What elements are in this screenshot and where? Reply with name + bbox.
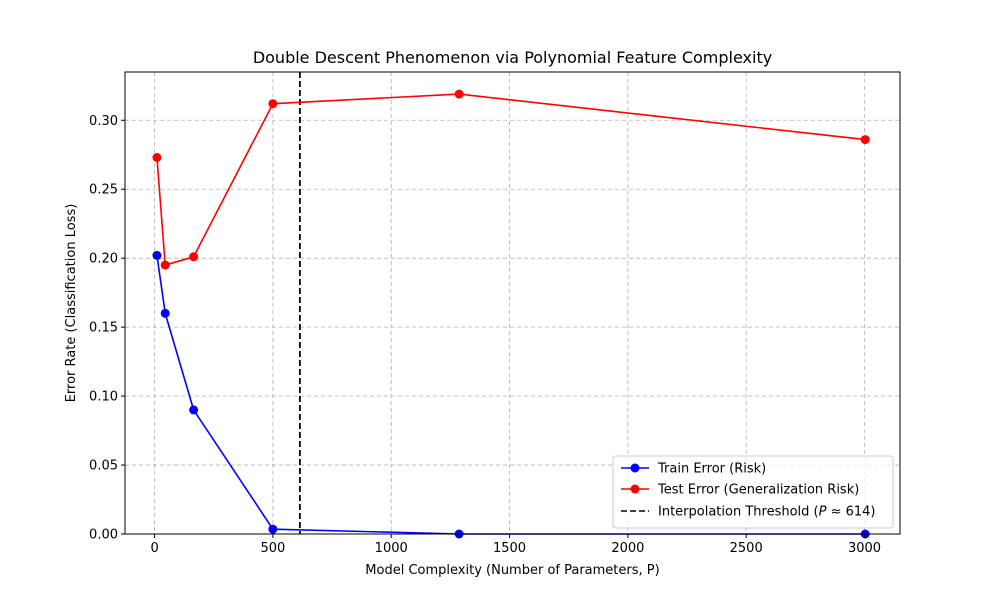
data-point-test — [189, 252, 199, 262]
x-tick-label: 3000 — [848, 541, 881, 556]
x-tick-label: 500 — [260, 541, 285, 556]
legend-marker-test — [630, 484, 640, 494]
series-layer — [152, 89, 870, 539]
data-point-train — [268, 524, 278, 534]
data-point-test — [860, 135, 870, 145]
y-axis-ticks: 0.00 0.05 0.10 0.15 0.20 0.25 0.30 — [89, 114, 125, 543]
legend-label-test: Test Error (Generalization Risk) — [657, 483, 859, 498]
x-tick-label: 2500 — [730, 541, 763, 556]
data-point-test — [152, 153, 162, 163]
legend: Train Error (Risk) Test Error (Generaliz… — [612, 455, 894, 529]
y-tick-label: 0.00 — [89, 528, 118, 543]
y-tick-label: 0.30 — [89, 114, 118, 129]
x-axis-title: Model Complexity (Number of Parameters, … — [365, 563, 659, 578]
y-axis-title: Error Rate (Classification Loss) — [64, 204, 79, 403]
data-point-train — [160, 308, 170, 318]
data-point-train — [189, 405, 199, 415]
legend-marker-train — [630, 463, 640, 473]
legend-box — [612, 455, 894, 529]
x-tick-label: 1000 — [375, 541, 408, 556]
legend-label-threshold-suffix: ≈ 614) — [826, 505, 875, 520]
legend-label-threshold-symbol: P — [819, 505, 827, 520]
chart-title: Double Descent Phenomenon via Polynomial… — [253, 48, 772, 67]
y-tick-label: 0.25 — [89, 183, 118, 198]
legend-label-train: Train Error (Risk) — [657, 462, 766, 477]
x-tick-label: 0 — [150, 541, 158, 556]
x-axis-ticks: 0 500 1000 1500 2000 2500 3000 — [150, 534, 881, 556]
data-point-test — [268, 99, 278, 109]
y-tick-label: 0.20 — [89, 252, 118, 267]
legend-label-threshold-prefix: Interpolation Threshold ( — [658, 505, 819, 520]
x-tick-label: 1500 — [493, 541, 526, 556]
data-point-train — [152, 250, 162, 260]
data-point-test — [160, 260, 170, 270]
x-tick-label: 2000 — [611, 541, 644, 556]
y-tick-label: 0.05 — [89, 459, 118, 474]
y-tick-label: 0.15 — [89, 321, 118, 336]
data-point-test — [454, 89, 464, 99]
legend-label-threshold: Interpolation Threshold (P ≈ 614) — [658, 505, 876, 520]
series-line-test — [156, 93, 866, 266]
y-tick-label: 0.10 — [89, 390, 118, 405]
plot-frame — [124, 71, 901, 535]
